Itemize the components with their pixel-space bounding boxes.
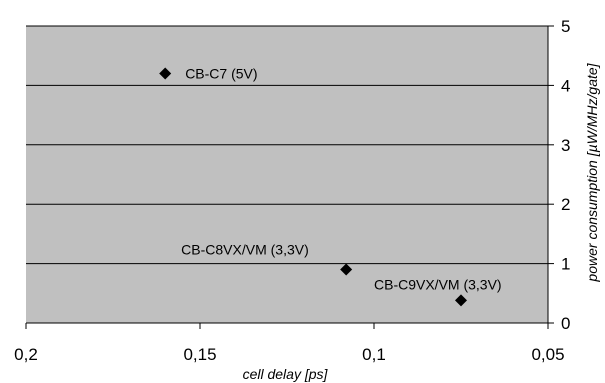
data-points: CB-C7 (5V) CB-C8VX/VM (3,3V) CB-C9VX/VM (3… <box>159 66 502 307</box>
x-tick-label-2: 0,1 <box>362 345 386 364</box>
y-axis-title: power consumption [µW/MHz/gate] <box>584 62 600 282</box>
axes <box>26 26 549 324</box>
data-point-0 <box>159 67 172 80</box>
y-tick-label-4: 4 <box>561 76 570 95</box>
point-label-2: CB-C9VX/VM (3,3V) <box>374 276 502 292</box>
x-axis-title: cell delay [ps] <box>243 366 329 382</box>
y-axis-ticks: 0 1 2 3 4 5 <box>548 17 570 333</box>
gridlines <box>26 25 548 265</box>
x-tick-label-1: 0,15 <box>183 345 216 364</box>
x-tick-label-3: 0,05 <box>531 345 564 364</box>
y-tick-label-3: 3 <box>561 136 570 155</box>
y-tick-label-2: 2 <box>561 195 570 214</box>
y-tick-label-1: 1 <box>561 255 570 274</box>
plot-area <box>26 26 548 323</box>
x-axis-ticks: 0,2 0,15 0,1 0,05 <box>14 323 565 364</box>
point-label-1: CB-C8VX/VM (3,3V) <box>181 242 309 258</box>
x-tick-label-0: 0,2 <box>14 345 38 364</box>
point-label-0: CB-C7 (5V) <box>185 66 257 82</box>
data-point-1 <box>340 263 353 276</box>
y-tick-label-5: 5 <box>561 17 570 36</box>
y-tick-label-0: 0 <box>561 314 570 333</box>
data-point-2 <box>455 294 467 307</box>
